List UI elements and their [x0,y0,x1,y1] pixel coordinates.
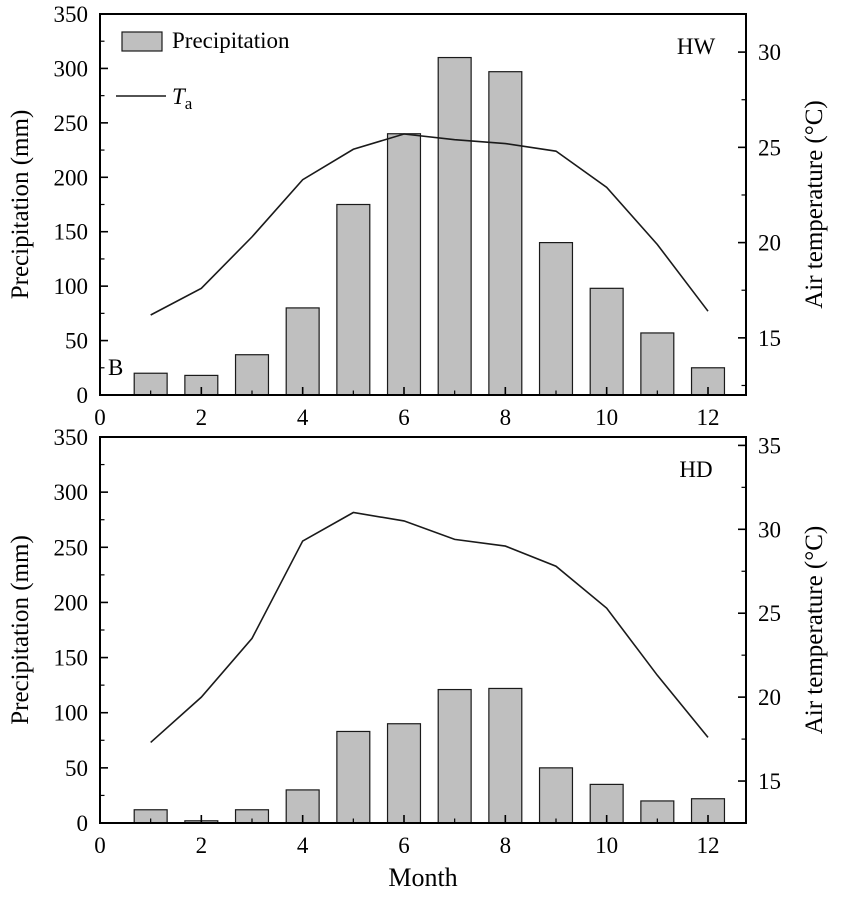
panel-hd: 0 2 4 6 8 10 12 0 50 100 150 200 250 300 350 15 20 25 30 35… [7,425,828,858]
bar-month-3 [234,354,270,396]
x-tick-label: 0 [94,405,106,430]
bar-month-10 [589,287,624,396]
x-tick-label: 6 [398,833,410,858]
precipitation-bars [133,687,726,824]
y-right-tick-label: 30 [758,517,781,542]
temperature-line [150,511,709,744]
legend: Precipitation Ta [116,28,290,113]
axes-ticks [99,436,746,824]
y-right-tick-label: 20 [758,685,781,710]
left-axis-title: Precipitation (mm) [7,110,34,300]
x-tick-label: 2 [196,833,208,858]
y-left-tick-label: 300 [54,56,89,81]
y-right-tick-label: 25 [758,601,781,626]
y-right-tick-label: 35 [758,433,781,458]
x-axis-title: Month [388,863,457,892]
x-tick-label: 8 [500,405,512,430]
y-left-tick-label: 300 [54,480,89,505]
y-right-tick-label: 25 [758,135,781,160]
legend-bar-swatch [121,31,163,52]
bar-month-5 [336,730,371,824]
panel-hw: 0 2 4 6 8 10 12 0 50 100 150 200 250 300 350 15 20 25 30 Pr… [7,2,828,430]
x-tick-label: 12 [697,405,720,430]
y-right-tick-label: 15 [758,769,781,794]
y-left-tick-label: 150 [54,220,89,245]
bar-month-8 [488,687,523,824]
y-left-tick-label: 50 [65,329,88,354]
right-axis-title: Air temperature (°C) [801,100,828,309]
y-left-tick-label: 150 [54,646,89,671]
panel-label: HD [679,457,712,482]
x-tick-label: 2 [196,405,208,430]
y-left-tick-label: 100 [54,274,89,299]
axes-ticks [99,13,746,396]
bar-month-7 [437,56,472,396]
y-left-tick-label: 350 [54,2,89,27]
y-left-tick-label: 350 [54,425,89,450]
bar-month-7 [437,688,472,824]
bar-month-4 [285,307,320,396]
y-left-tick-label: 250 [54,111,89,136]
y-left-tick-label: 200 [54,590,89,615]
bar-month-6 [386,723,422,824]
right-axis-title: Air temperature (°C) [801,526,828,735]
y-left-tick-label: 0 [77,383,89,408]
x-tick-label: 0 [94,833,106,858]
y-right-tick-label: 15 [758,326,781,351]
x-tick-label: 8 [500,833,512,858]
bar-month-9 [538,767,574,824]
bar-month-8 [488,71,523,396]
x-tick-label: 12 [697,833,720,858]
bar-month-5 [336,203,371,396]
y-left-tick-label: 0 [77,811,89,836]
legend-bar-label: Precipitation [172,28,290,53]
x-tick-label: 10 [595,833,618,858]
y-left-tick-label: 200 [54,165,89,190]
x-tick-label: 4 [297,405,309,430]
bar-month-9 [538,242,574,396]
plot-frame [99,436,747,824]
bar-month-11 [640,332,675,396]
precipitation-bars [133,56,726,396]
legend-line-label: Ta [172,84,193,113]
y-right-tick-label: 20 [758,231,781,256]
x-tick-label: 6 [398,405,410,430]
panel-label: HW [677,34,716,59]
x-tick-label: 10 [595,405,618,430]
y-left-tick-label: 50 [65,756,88,781]
corner-label: B [108,355,123,380]
y-right-tick-label: 30 [758,40,781,65]
x-tick-label: 4 [297,833,309,858]
y-left-tick-label: 250 [54,535,89,560]
bar-month-6 [386,133,422,396]
y-left-tick-label: 100 [54,701,89,726]
left-axis-title: Precipitation (mm) [7,535,34,725]
temperature-line [150,133,709,316]
